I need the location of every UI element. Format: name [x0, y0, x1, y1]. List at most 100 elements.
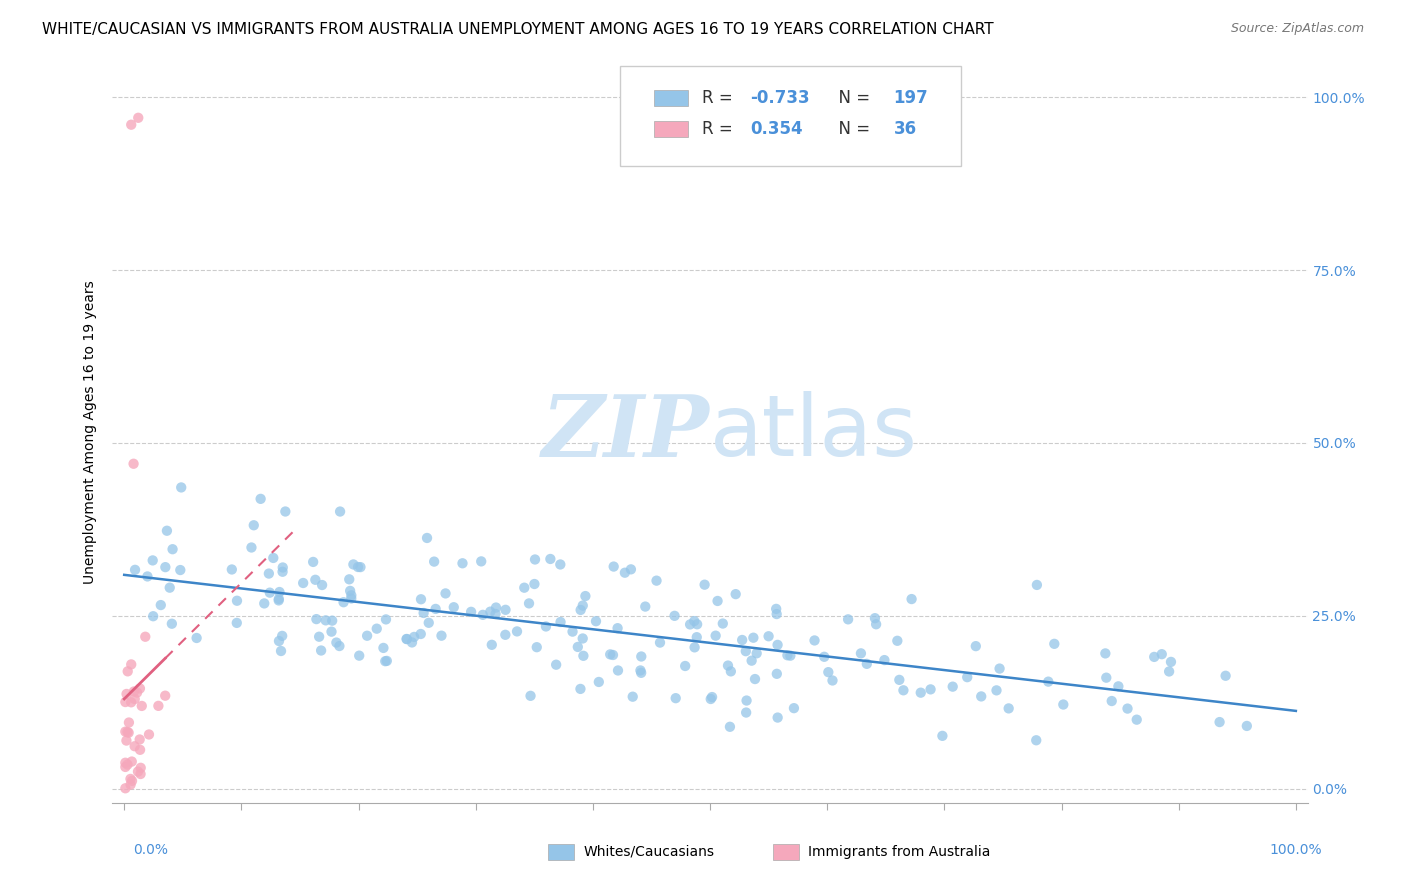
Point — [129, 681, 152, 696]
Point — [731, 632, 754, 647]
Point — [734, 644, 756, 658]
Point — [443, 600, 465, 615]
Point — [686, 630, 709, 644]
Point — [120, 695, 142, 709]
Point — [821, 673, 844, 688]
Point — [599, 648, 621, 662]
Point — [117, 725, 139, 739]
Point — [267, 634, 290, 648]
Point — [356, 629, 378, 643]
Point — [418, 615, 440, 630]
Point — [129, 743, 152, 757]
Point — [470, 554, 492, 568]
Point — [735, 706, 758, 720]
Point — [803, 633, 825, 648]
Point — [849, 646, 872, 660]
Point — [375, 612, 398, 626]
Point — [395, 632, 418, 646]
FancyBboxPatch shape — [620, 66, 962, 166]
Point — [127, 111, 149, 125]
Point — [720, 665, 742, 679]
Point — [373, 640, 395, 655]
Point — [865, 617, 887, 632]
Point — [700, 692, 723, 706]
Point — [645, 574, 668, 588]
Point — [700, 690, 723, 704]
Point — [628, 664, 651, 678]
Point — [114, 781, 136, 796]
Point — [395, 632, 418, 646]
Point — [311, 578, 333, 592]
Point — [302, 555, 325, 569]
Point — [571, 632, 593, 646]
Point — [340, 588, 363, 602]
Point — [620, 562, 643, 576]
Point — [524, 552, 547, 566]
Point — [1215, 669, 1237, 683]
Point — [329, 504, 352, 518]
Point — [120, 772, 142, 786]
Point — [741, 654, 763, 668]
Point — [127, 764, 149, 779]
Point — [124, 563, 146, 577]
Text: Whites/Caucasians: Whites/Caucasians — [583, 845, 714, 859]
Point — [679, 617, 702, 632]
Point — [988, 662, 1011, 676]
Point — [148, 698, 170, 713]
Point — [931, 729, 953, 743]
Point — [513, 581, 536, 595]
Point — [765, 607, 787, 621]
Point — [325, 635, 347, 649]
Point — [129, 761, 152, 775]
Point — [837, 612, 859, 626]
Point — [630, 649, 652, 664]
Point — [683, 614, 706, 628]
Point — [409, 627, 432, 641]
Point — [942, 680, 965, 694]
Point — [613, 566, 636, 580]
Point — [718, 720, 741, 734]
Point — [569, 681, 592, 696]
Point — [1116, 701, 1139, 715]
Point — [970, 690, 993, 704]
Point — [683, 640, 706, 655]
Point — [225, 615, 247, 630]
Point — [569, 603, 592, 617]
Point — [124, 739, 146, 754]
Point — [257, 566, 280, 581]
Point — [519, 689, 541, 703]
Point — [292, 576, 315, 591]
Point — [404, 630, 426, 644]
Point — [375, 654, 398, 668]
Point — [114, 756, 136, 770]
Point — [735, 693, 758, 707]
Point — [550, 615, 572, 629]
Point — [758, 629, 780, 643]
Point — [1095, 671, 1118, 685]
Point — [1094, 647, 1116, 661]
Text: 100.0%: 100.0% — [1270, 843, 1322, 857]
Point — [114, 724, 136, 739]
Point — [506, 624, 529, 639]
Point — [321, 624, 343, 639]
Point — [813, 649, 835, 664]
Point — [115, 733, 138, 747]
Point — [155, 560, 177, 574]
Point — [242, 518, 264, 533]
Point — [121, 755, 143, 769]
Point — [115, 687, 138, 701]
Point — [526, 640, 548, 655]
Point — [546, 657, 568, 672]
Point — [271, 565, 294, 579]
Point — [1150, 647, 1173, 661]
Point — [485, 600, 508, 615]
Point — [430, 629, 453, 643]
Point — [269, 585, 291, 599]
Point — [155, 689, 177, 703]
Point — [259, 585, 281, 599]
Point — [347, 560, 370, 574]
Point — [965, 639, 987, 653]
Point — [665, 691, 688, 706]
Point — [270, 644, 292, 658]
Point — [156, 524, 179, 538]
